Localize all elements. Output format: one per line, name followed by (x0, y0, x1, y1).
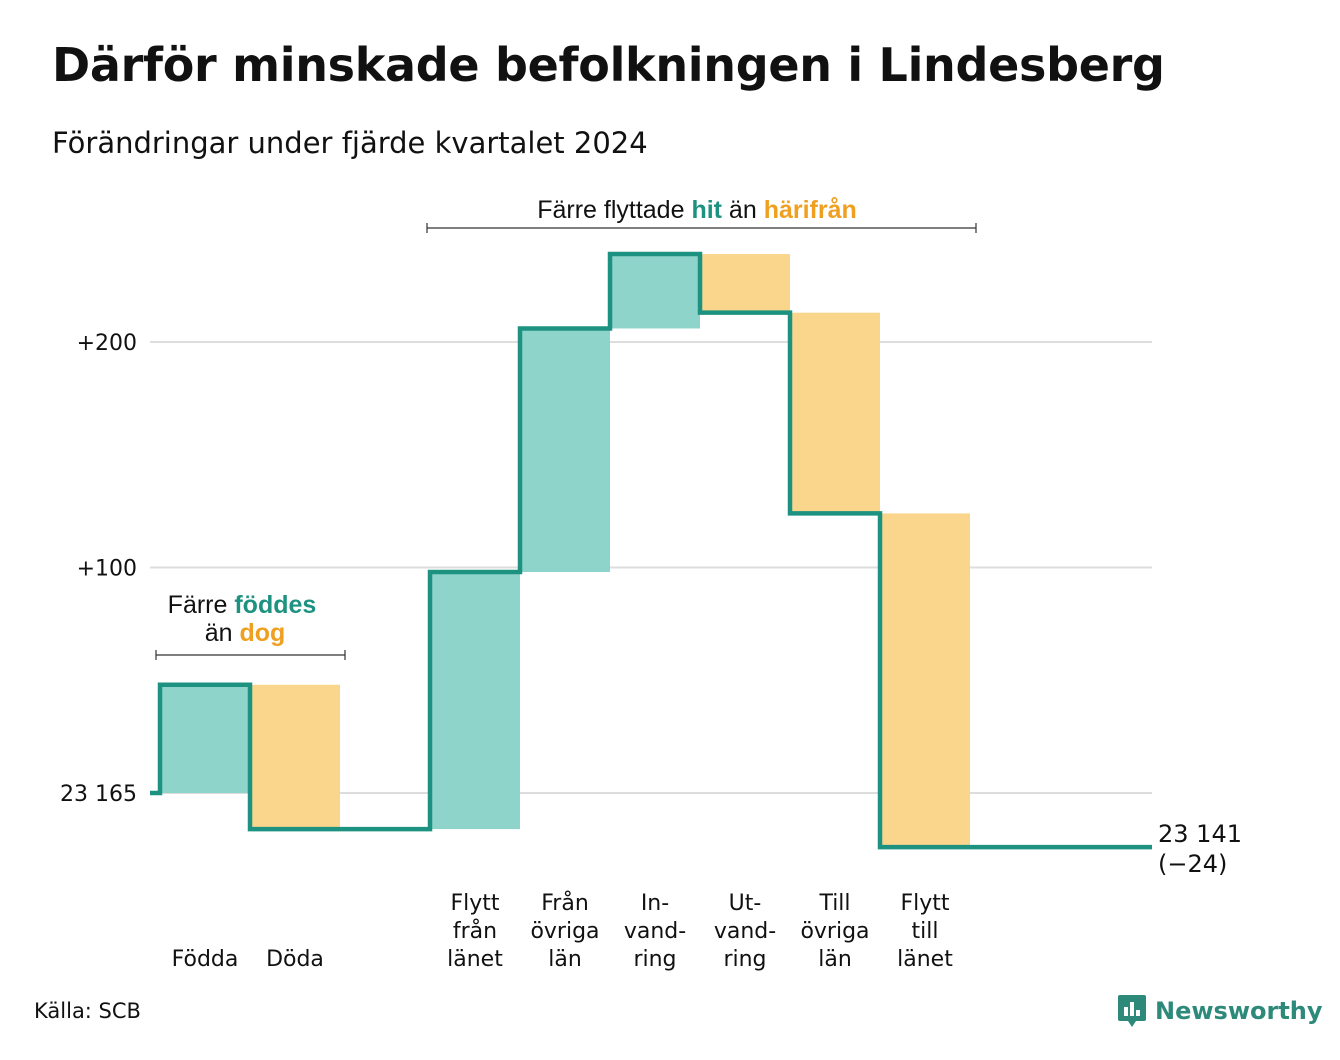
svg-text:Färre föddes: Färre föddes (168, 591, 317, 619)
annotation-migration: Färre flyttade hit än härifrån (426, 196, 977, 233)
category-label: Från (541, 890, 589, 916)
newsworthy-logo[interactable]: Newsworthy (1117, 993, 1323, 1029)
category-label: övriga (530, 919, 599, 944)
y-axis-ticks: 23 165 +100 +200 (60, 331, 137, 807)
annotation-natural-doda: dog (239, 619, 285, 647)
category-label: övriga (800, 919, 869, 944)
category-label: Ut- (729, 891, 762, 916)
bar-inflow (520, 328, 610, 573)
cumulative-step-line (150, 251, 1152, 850)
category-label: län (818, 947, 852, 972)
svg-text:än dog: än dog (205, 619, 286, 647)
bar-inflow (610, 254, 700, 329)
end-change-label: (−24) (1158, 850, 1227, 878)
category-label: vand- (624, 919, 686, 944)
category-label: ring (633, 947, 676, 972)
end-value-label: 23 141 (1158, 820, 1242, 848)
annotation-natural-change: Färre föddes än dog (155, 591, 346, 660)
annotation-natural-fodda: föddes (234, 591, 316, 619)
chart-subtitle: Förändringar under fjärde kvartalet 2024 (52, 126, 648, 160)
bar-outflow (790, 312, 880, 514)
annotation-migration-bracket (426, 223, 977, 233)
bars (160, 254, 970, 848)
category-label: Födda (172, 947, 239, 972)
newsworthy-chart-bubble-icon (1118, 995, 1146, 1027)
category-label: In- (641, 891, 669, 916)
category-label: vand- (714, 919, 776, 944)
bar-outflow (700, 254, 790, 313)
category-label: länet (447, 947, 503, 972)
category-label: Döda (266, 947, 324, 972)
annotation-migration-prefix: Färre flyttade (537, 196, 691, 224)
y-tick-label: +200 (77, 331, 137, 356)
annotation-migration-harifran: härifrån (764, 196, 857, 224)
y-tick-label: 23 165 (60, 782, 137, 807)
svg-text:Färre flyttade hit än härifrån: Färre flyttade hit än härifrån (537, 196, 857, 224)
bar-outflow (250, 684, 340, 830)
chart-title: Därför minskade befolkningen i Lindesber… (52, 38, 1165, 92)
category-label: länet (897, 947, 953, 972)
bar-outflow (880, 513, 970, 848)
category-label: län (548, 947, 582, 972)
newsworthy-logo-text: Newsworthy (1155, 997, 1323, 1025)
source-note: Källa: SCB (34, 999, 141, 1023)
category-label: Flytt (450, 891, 499, 916)
annotation-migration-middle: än (722, 196, 764, 224)
category-label: från (453, 918, 497, 944)
category-labels: Födda DödaFlyttfrånlänetFrånövrigalänIn-v… (172, 890, 954, 972)
y-tick-label: +100 (77, 557, 137, 582)
annotation-migration-hit: hit (691, 196, 722, 224)
category-label: ring (723, 947, 766, 972)
category-label: till (912, 919, 939, 944)
category-label: Flytt (900, 891, 949, 916)
category-label: Till (818, 891, 850, 916)
annotation-natural-prefix: Färre (168, 591, 235, 619)
annotation-natural-prefix2: än (205, 619, 240, 647)
annotation-natural-bracket (155, 650, 346, 660)
bar-inflow (160, 684, 250, 793)
bar-inflow (430, 572, 520, 830)
